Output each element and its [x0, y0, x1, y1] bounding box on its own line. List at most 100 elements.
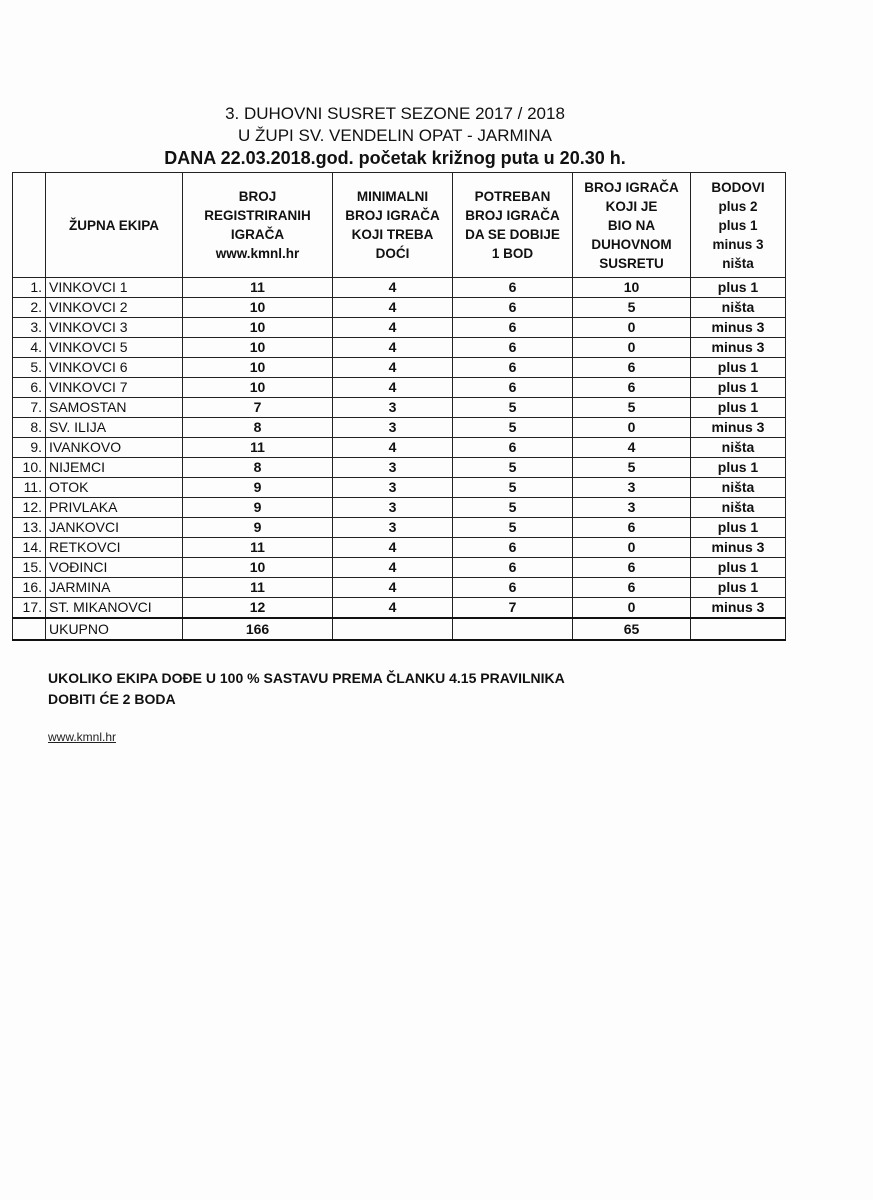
table-row: 2. VINKOVCI 2 10 4 6 5 ništa: [12, 297, 786, 318]
required-players: 5: [452, 457, 573, 478]
required-players: 5: [452, 397, 573, 418]
team-name: IVANKOVO: [45, 437, 183, 458]
attended-players: 3: [572, 497, 691, 518]
row-number: 3.: [12, 317, 46, 338]
team-name: PRIVLAKA: [45, 497, 183, 518]
table-row: 13. JANKOVCI 9 3 5 6 plus 1: [12, 517, 786, 538]
team-name: SAMOSTAN: [45, 397, 183, 418]
registered-players: 10: [182, 317, 333, 338]
attended-players: 6: [572, 517, 691, 538]
team-name: SV. ILIJA: [45, 417, 183, 438]
minimum-players: [332, 617, 453, 641]
team-name: JARMINA: [45, 577, 183, 598]
minimum-players: 4: [332, 377, 453, 398]
registered-players: 10: [182, 377, 333, 398]
registered-players: 10: [182, 357, 333, 378]
team-name: UKUPNO: [45, 617, 183, 641]
required-players: 7: [452, 597, 573, 619]
row-number: 6.: [12, 377, 46, 398]
team-name: OTOK: [45, 477, 183, 498]
attended-players: 5: [572, 297, 691, 318]
registered-players: 11: [182, 537, 333, 558]
row-number: 15.: [12, 557, 46, 578]
points: minus 3: [690, 337, 786, 358]
required-players: 6: [452, 297, 573, 318]
points: plus 1: [690, 377, 786, 398]
attended-players: 0: [572, 417, 691, 438]
attended-players: 10: [572, 277, 691, 298]
table-row: 14. RETKOVCI 11 4 6 0 minus 3: [12, 537, 786, 558]
points: plus 1: [690, 277, 786, 298]
column-header: ŽUPNA EKIPA: [45, 172, 183, 278]
minimum-players: 4: [332, 337, 453, 358]
total-row: UKUPNO 166 65: [12, 617, 786, 641]
registered-players: 8: [182, 457, 333, 478]
attended-players: 0: [572, 537, 691, 558]
title-line-1: 3. DUHOVNI SUSRET SEZONE 2017 / 2018: [225, 104, 565, 123]
table-row: 3. VINKOVCI 3 10 4 6 0 minus 3: [12, 317, 786, 338]
points: plus 1: [690, 357, 786, 378]
row-number: 17.: [12, 597, 46, 619]
required-players: 6: [452, 437, 573, 458]
registered-players: 166: [182, 617, 333, 641]
registered-players: 9: [182, 517, 333, 538]
attended-players: 6: [572, 577, 691, 598]
table-row: 16. JARMINA 11 4 6 6 plus 1: [12, 577, 786, 598]
team-name: VOĐINCI: [45, 557, 183, 578]
required-players: 5: [452, 477, 573, 498]
row-number: 13.: [12, 517, 46, 538]
note-line-2: DOBITI ĆE 2 BODA: [48, 691, 176, 707]
row-number: 14.: [12, 537, 46, 558]
points: ništa: [690, 437, 786, 458]
required-players: 6: [452, 577, 573, 598]
attended-players: 6: [572, 357, 691, 378]
team-name: VINKOVCI 2: [45, 297, 183, 318]
required-players: 5: [452, 497, 573, 518]
points: plus 1: [690, 517, 786, 538]
required-players: 6: [452, 277, 573, 298]
attended-players: 4: [572, 437, 691, 458]
rules-note: UKOLIKO EKIPA DOĐE U 100 % SASTAVU PREMA…: [48, 668, 565, 710]
team-name: NIJEMCI: [45, 457, 183, 478]
points: [690, 617, 786, 641]
required-players: 6: [452, 557, 573, 578]
minimum-players: 4: [332, 297, 453, 318]
points: ništa: [690, 477, 786, 498]
registered-players: 8: [182, 417, 333, 438]
required-players: 5: [452, 517, 573, 538]
team-name: VINKOVCI 7: [45, 377, 183, 398]
points: plus 1: [690, 557, 786, 578]
attended-players: 6: [572, 377, 691, 398]
team-name: RETKOVCI: [45, 537, 183, 558]
row-number: 9.: [12, 437, 46, 458]
points: plus 1: [690, 577, 786, 598]
points: ništa: [690, 297, 786, 318]
minimum-players: 4: [332, 577, 453, 598]
points: plus 1: [690, 397, 786, 418]
row-number: 1.: [12, 277, 46, 298]
table-row: 7. SAMOSTAN 7 3 5 5 plus 1: [12, 397, 786, 418]
minimum-players: 3: [332, 457, 453, 478]
row-number: 16.: [12, 577, 46, 598]
row-number: 2.: [12, 297, 46, 318]
required-players: 5: [452, 417, 573, 438]
attended-players: 5: [572, 397, 691, 418]
note-line-1: UKOLIKO EKIPA DOĐE U 100 % SASTAVU PREMA…: [48, 670, 565, 686]
attended-players: 5: [572, 457, 691, 478]
minimum-players: 4: [332, 317, 453, 338]
minimum-players: 4: [332, 537, 453, 558]
attended-players: 3: [572, 477, 691, 498]
registered-players: 10: [182, 297, 333, 318]
column-header: BODOVI plus 2 plus 1 minus 3 ništa: [690, 172, 786, 278]
minimum-players: 4: [332, 597, 453, 619]
table-row: 11. OTOK 9 3 5 3 ništa: [12, 477, 786, 498]
row-number: 5.: [12, 357, 46, 378]
title-line-2: U ŽUPI SV. VENDELIN OPAT - JARMINA: [238, 126, 552, 145]
website-link[interactable]: www.kmnl.hr: [48, 730, 117, 744]
points: minus 3: [690, 537, 786, 558]
registered-players: 11: [182, 577, 333, 598]
minimum-players: 3: [332, 417, 453, 438]
team-name: ST. MIKANOVCI: [45, 597, 183, 619]
registered-players: 12: [182, 597, 333, 619]
column-header: MINIMALNI BROJ IGRAČA KOJI TREBA DOĆI: [332, 172, 453, 278]
